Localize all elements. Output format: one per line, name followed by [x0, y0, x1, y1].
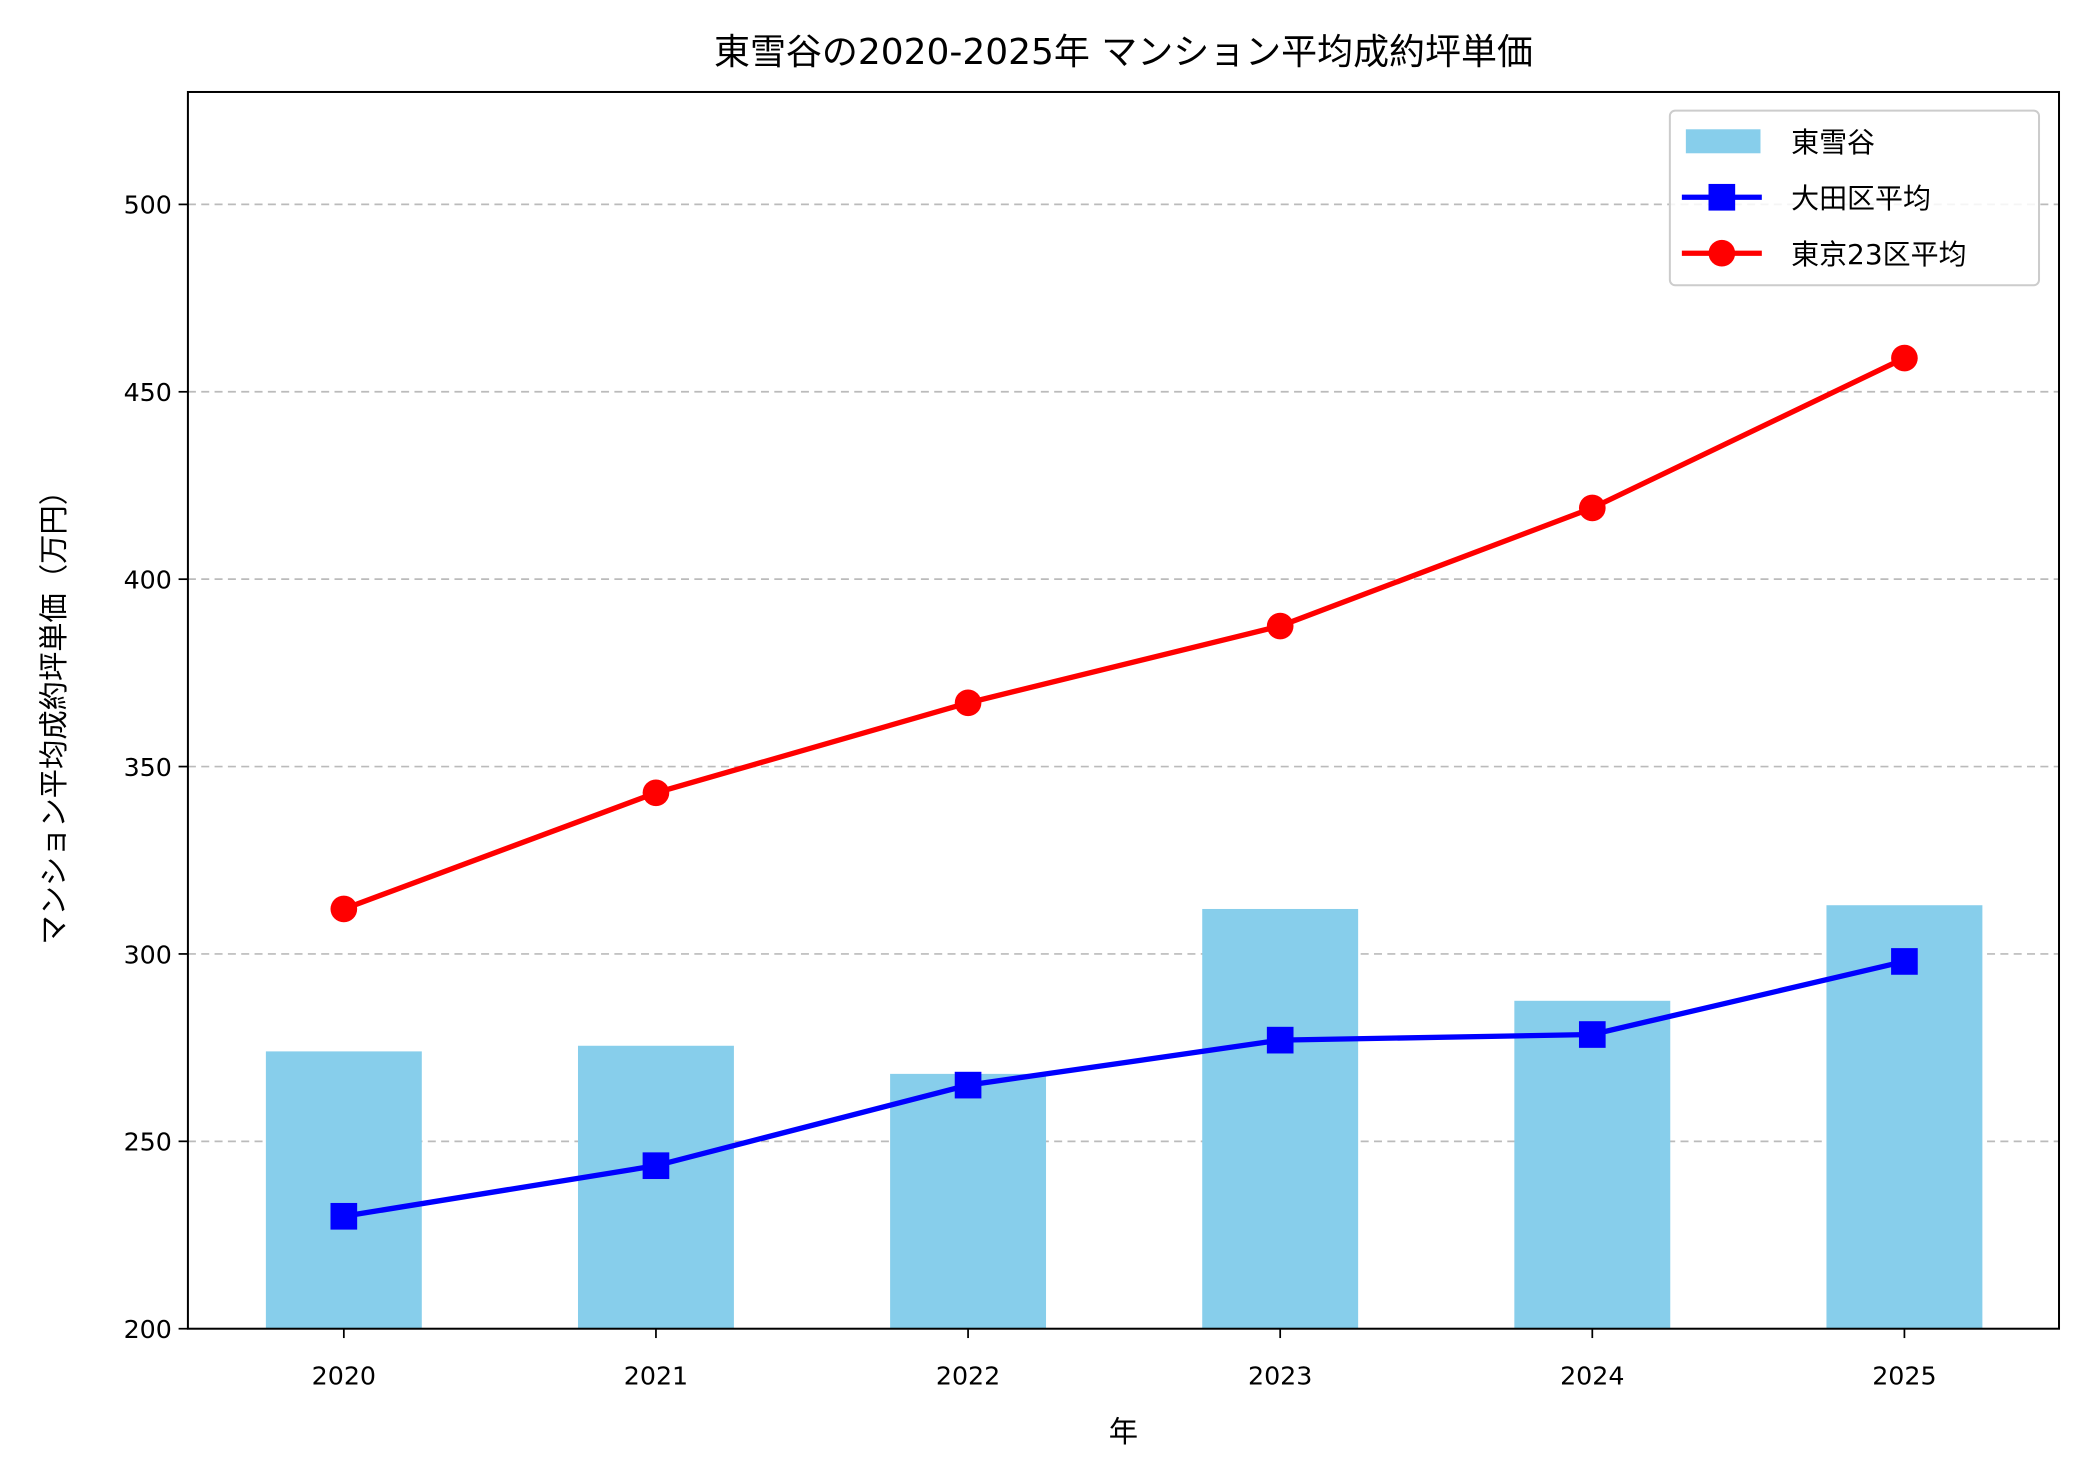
point-square — [1891, 948, 1918, 975]
y-tick-label: 300 — [124, 939, 172, 969]
line-series-2 — [342, 355, 1906, 912]
legend-label: 東京23区平均 — [1791, 238, 1966, 271]
x-tick-label: 2025 — [1872, 1361, 1936, 1391]
point-circle — [1578, 494, 1606, 522]
bar-2022 — [890, 1073, 1047, 1329]
point-circle — [954, 689, 982, 717]
plot-frame — [186, 90, 2061, 1330]
grid — [187, 203, 2060, 1143]
point-circle — [1266, 612, 1294, 640]
legend-marker-circle — [1708, 239, 1736, 267]
y-tick-label: 400 — [124, 565, 172, 595]
y-axis: 200 250 300 350 400 450 500 — [124, 190, 188, 1344]
y-tick-label: 500 — [124, 190, 172, 220]
point-circle — [642, 779, 670, 807]
line-series-1 — [343, 958, 1906, 1219]
y-tick-label: 350 — [124, 752, 172, 782]
y-tick-label: 200 — [124, 1314, 172, 1344]
point-square — [954, 1071, 982, 1099]
chart-title: 東雪谷の2020-2025年 マンション平均成約坪単価 — [714, 32, 1533, 73]
x-axis: 2020 2021 2022 2023 2024 2025 — [312, 1328, 1937, 1391]
legend-marker-square — [1708, 183, 1736, 211]
bar-2023 — [1202, 908, 1359, 1329]
legend-swatch-bar — [1685, 129, 1761, 154]
legend-label: 東雪谷 — [1791, 126, 1875, 159]
x-tick-label: 2022 — [936, 1361, 1000, 1391]
x-tick-label: 2023 — [1248, 1361, 1312, 1391]
x-tick-label: 2020 — [312, 1361, 376, 1391]
point-square — [642, 1152, 670, 1180]
point-square — [330, 1202, 358, 1230]
lines — [330, 344, 1918, 1230]
bar-2024 — [1514, 1000, 1671, 1329]
point-square — [1266, 1026, 1294, 1054]
bars — [265, 905, 1983, 1329]
x-tick-label: 2024 — [1560, 1361, 1624, 1391]
bar-2020 — [265, 1051, 422, 1329]
point-circle — [1891, 344, 1918, 372]
y-tick-label: 250 — [124, 1127, 172, 1157]
x-tick-label: 2021 — [624, 1361, 688, 1391]
point-square — [1578, 1021, 1606, 1048]
bar-2021 — [577, 1045, 734, 1329]
x-axis-label: 年 — [1109, 1415, 1138, 1449]
y-tick-label: 450 — [124, 377, 172, 407]
legend-label: 大田区平均 — [1791, 182, 1931, 215]
point-circle — [330, 895, 358, 923]
y-axis-label: マンション平均成約坪単価（万円） — [37, 476, 71, 945]
